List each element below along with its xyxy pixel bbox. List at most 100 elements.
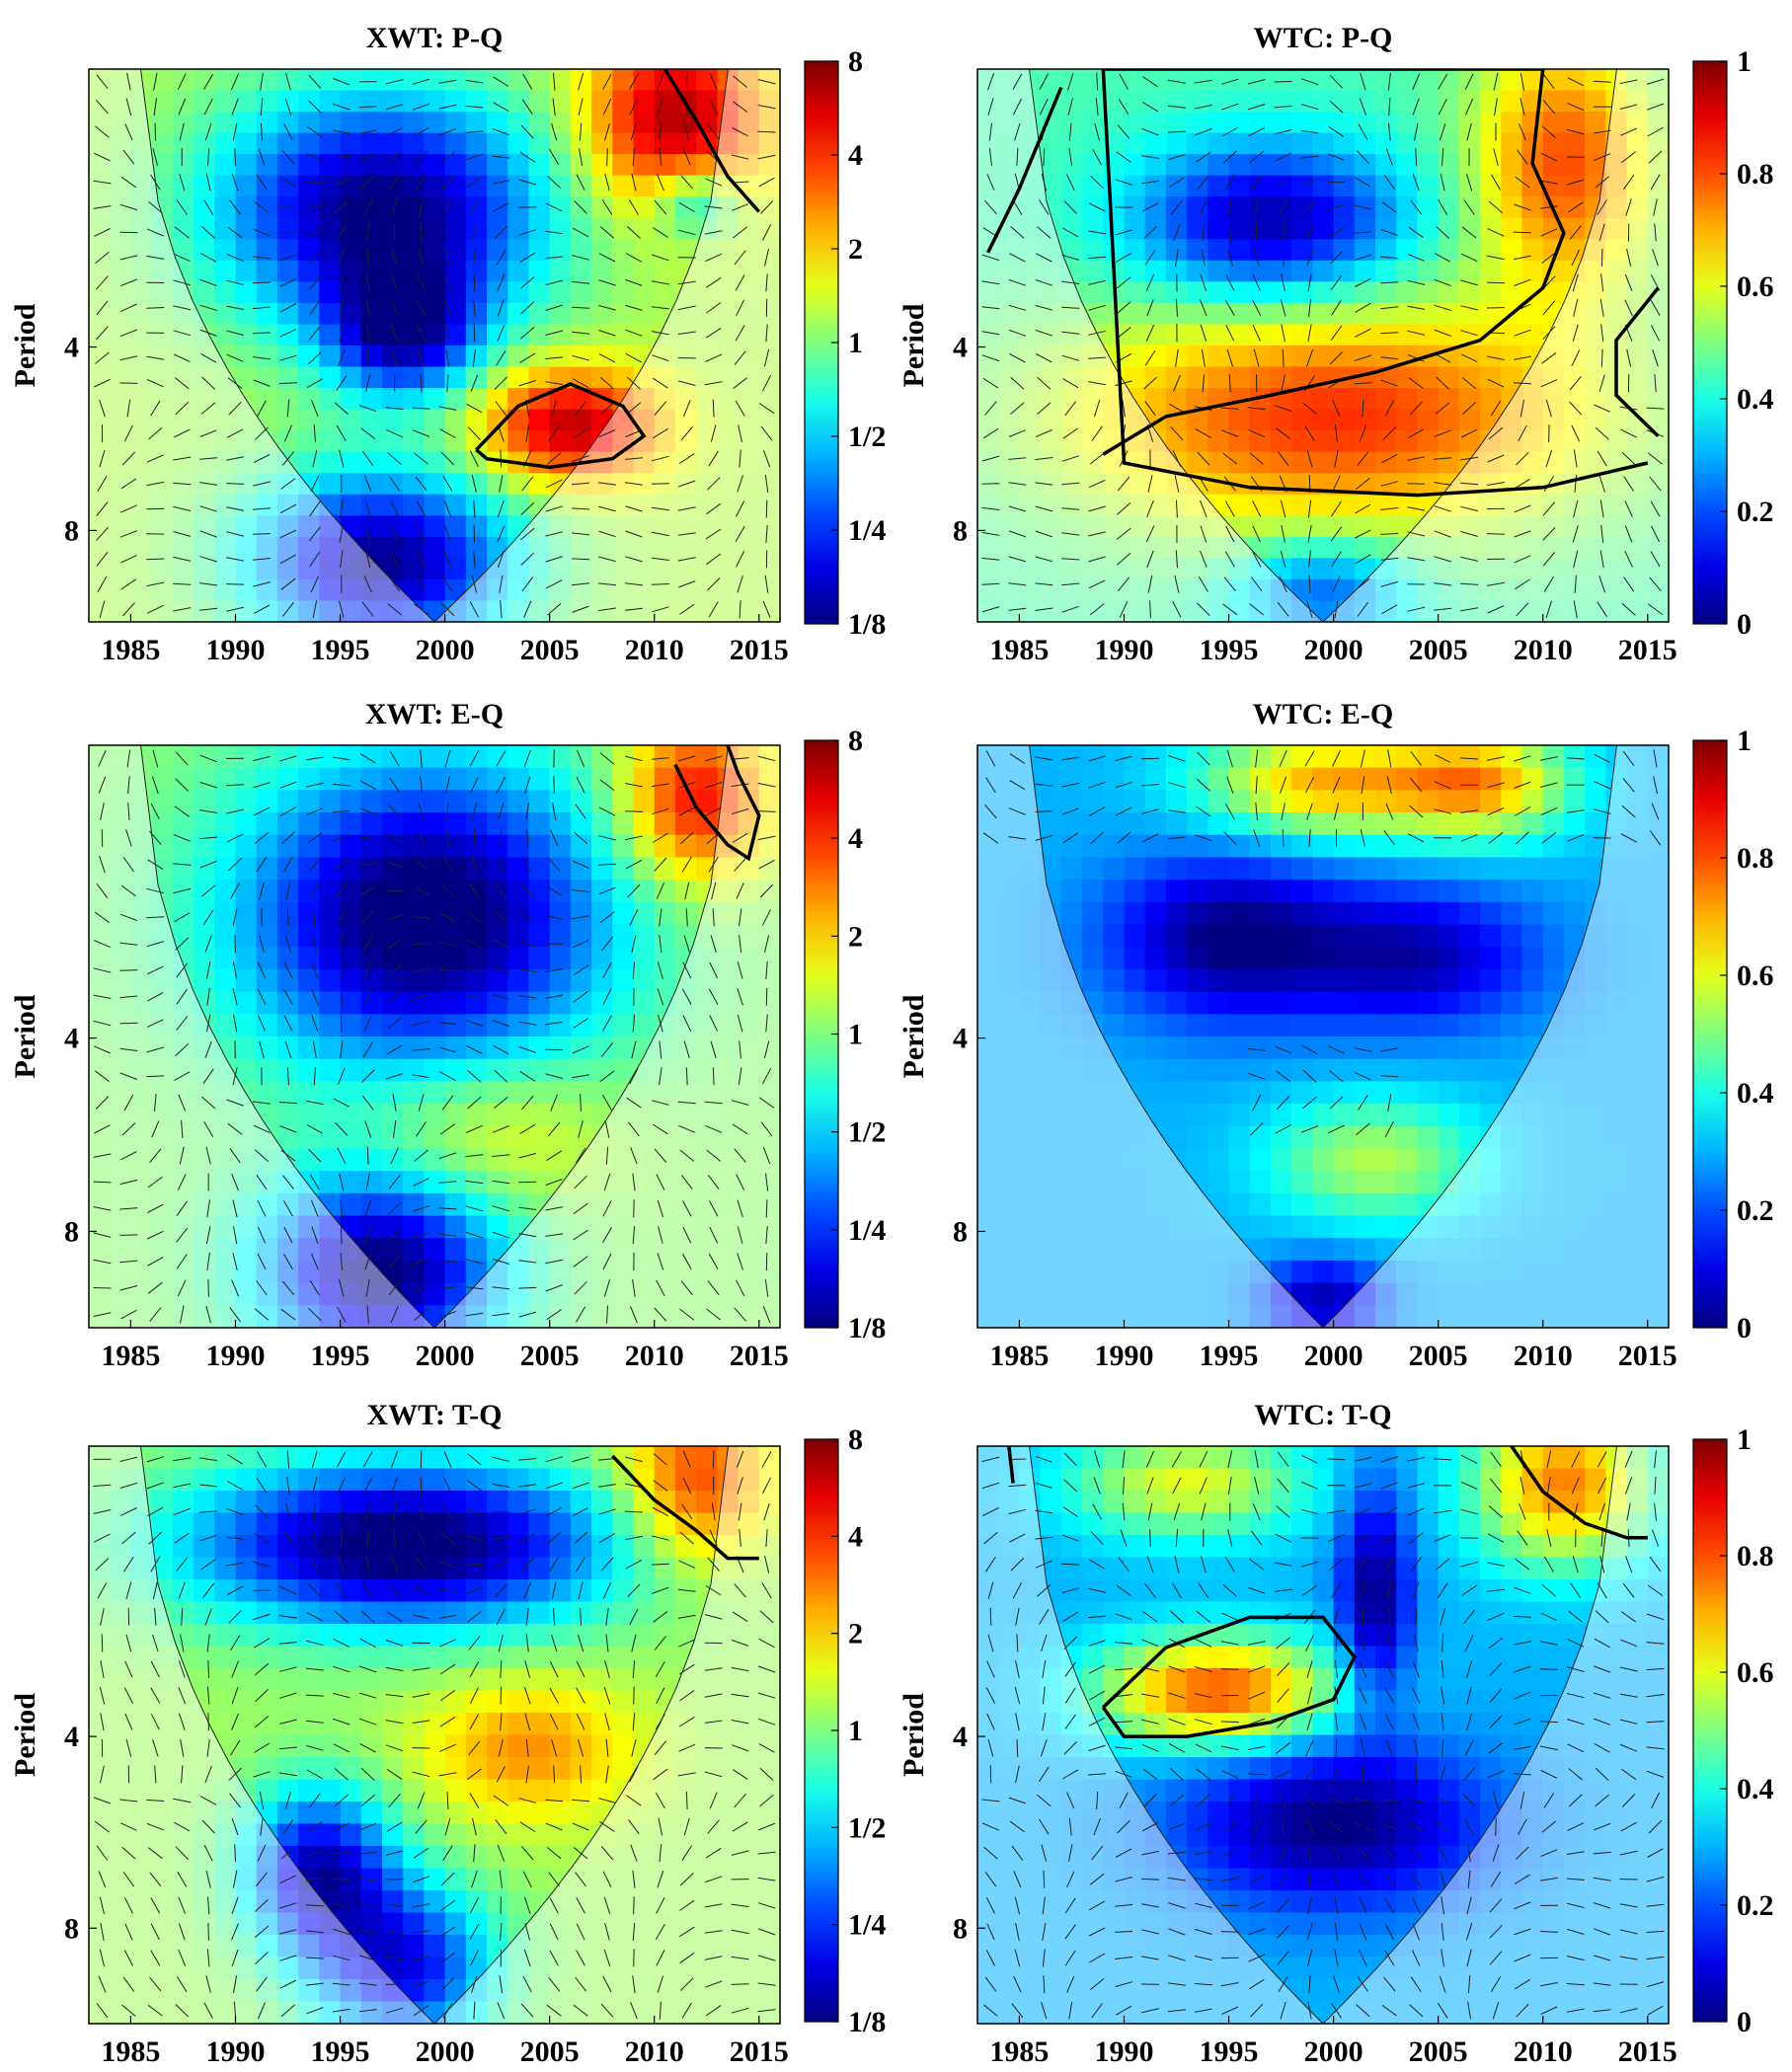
heatmap-cell	[1187, 345, 1208, 368]
heatmap-cell	[696, 1238, 718, 1262]
heatmap-cell	[1082, 345, 1104, 368]
heatmap-cell	[1270, 1104, 1292, 1127]
phase-arrow	[1224, 174, 1235, 191]
heatmap-cell	[256, 281, 278, 304]
heatmap-cell	[172, 132, 195, 155]
phase-arrow	[633, 1199, 635, 1218]
heatmap-cell	[1396, 901, 1419, 926]
heatmap-cell	[654, 1260, 676, 1284]
phase-arrow	[94, 228, 111, 237]
heatmap-cell	[1626, 154, 1649, 177]
phase-arrow	[1008, 607, 1027, 611]
heatmap-cell	[1458, 1014, 1481, 1037]
phase-arrow	[598, 482, 616, 486]
phase-arrow	[1382, 426, 1397, 440]
phase-arrow	[657, 98, 663, 115]
heatmap-cell	[89, 578, 111, 602]
phase-arrow	[416, 500, 427, 517]
phase-arrow	[500, 828, 503, 847]
phase-arrow	[732, 1123, 748, 1135]
heatmap-cell	[235, 1260, 258, 1284]
heatmap-cell	[528, 473, 551, 496]
cone-of-influence-line	[977, 69, 1669, 622]
phase-arrow	[279, 806, 297, 816]
phase-arrow	[1494, 98, 1498, 116]
heatmap-cell	[235, 1014, 258, 1037]
heatmap-cell	[130, 536, 153, 559]
heatmap-cell	[1417, 132, 1440, 155]
phase-arrow	[336, 425, 347, 442]
phase-arrow	[553, 72, 556, 91]
heatmap-cell	[1228, 767, 1251, 791]
phase-arrow	[150, 174, 161, 191]
heatmap-cell	[612, 324, 635, 346]
heatmap-cell	[465, 281, 488, 304]
phase-arrow	[358, 862, 377, 867]
heatmap-cell	[738, 388, 760, 411]
heatmap-cell	[591, 69, 613, 92]
heatmap-cell	[1542, 281, 1565, 304]
heatmap-cell	[1165, 578, 1188, 602]
heatmap-cell	[738, 324, 760, 346]
heatmap-cell	[1417, 901, 1440, 926]
phase-arrow	[152, 749, 159, 768]
heatmap-cell	[172, 812, 195, 836]
heatmap-cell	[172, 430, 195, 453]
phase-arrow	[386, 832, 403, 844]
heatmap-cell	[1144, 947, 1167, 970]
heatmap-cell	[465, 1014, 488, 1037]
phase-arrow	[226, 330, 244, 336]
colorbar-gradient	[1692, 60, 1728, 625]
heatmap-cell	[1228, 388, 1251, 411]
phase-arrow	[229, 1307, 241, 1323]
heatmap-cell	[1187, 991, 1208, 1015]
heatmap-cell	[654, 239, 676, 262]
phase-arrow	[438, 1286, 457, 1290]
heatmap-cell	[1417, 430, 1440, 453]
heatmap-cell	[1333, 90, 1356, 113]
heatmap-cell	[507, 69, 530, 92]
heatmap-cell	[1144, 924, 1167, 948]
heatmap-cell	[612, 991, 635, 1015]
heatmap-cell	[360, 857, 383, 881]
heatmap-cell	[1019, 558, 1042, 580]
phase-arrow	[578, 1120, 584, 1138]
phase-arrow	[259, 1040, 265, 1059]
heatmap-cell	[738, 924, 760, 948]
phase-arrow	[1539, 180, 1558, 185]
heatmap-cell	[1124, 217, 1146, 240]
heatmap-cell	[381, 924, 404, 948]
heatmap-cell	[998, 69, 1021, 92]
heatmap-cell	[612, 1238, 635, 1262]
heatmap-cell	[1563, 451, 1586, 474]
heatmap-cell	[1228, 1125, 1251, 1150]
phase-arrow	[1035, 530, 1052, 538]
phase-arrow	[1247, 79, 1266, 85]
heatmap-cell	[194, 345, 215, 368]
heatmap-cell	[1438, 1036, 1460, 1060]
x-tick-label: 1990	[205, 1340, 265, 1372]
heatmap-cell	[507, 132, 530, 155]
phase-arrow	[253, 581, 271, 587]
phase-arrow	[1274, 405, 1292, 412]
heatmap-cell	[1312, 409, 1335, 431]
phase-arrow	[1195, 128, 1212, 136]
heatmap-cell	[696, 324, 718, 346]
heatmap-cell	[1585, 132, 1606, 155]
heatmap-cell	[235, 196, 258, 219]
heatmap-cell	[1396, 366, 1419, 389]
heatmap-cell	[256, 260, 278, 282]
heatmap-cell	[1563, 790, 1586, 813]
heatmap-cell	[1124, 600, 1146, 622]
phase-arrow	[1175, 499, 1178, 518]
phase-arrow	[146, 604, 164, 614]
heatmap-cell	[758, 132, 780, 155]
phase-arrow	[1436, 226, 1450, 239]
heatmap-cell	[1312, 924, 1335, 948]
phase-arrow	[365, 525, 370, 543]
heatmap-cell	[403, 494, 425, 516]
phase-arrow	[101, 828, 104, 847]
phase-arrow	[308, 325, 321, 341]
heatmap-cell	[1438, 473, 1460, 496]
phase-arrow	[470, 776, 479, 794]
